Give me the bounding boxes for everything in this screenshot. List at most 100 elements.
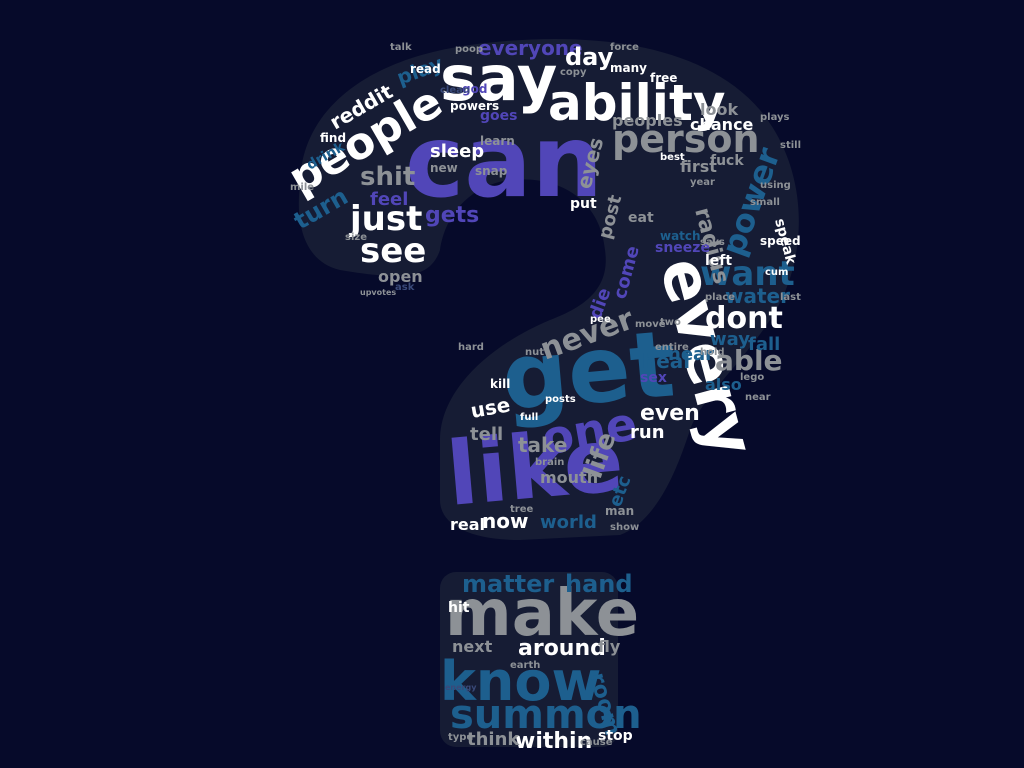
word-9: know	[440, 650, 601, 713]
word-103: near	[745, 392, 771, 403]
word-122: upvotes	[360, 288, 396, 297]
word-93: still	[780, 140, 801, 151]
word-63: free	[650, 71, 677, 85]
word-38: tell	[470, 424, 503, 445]
word-21: hand	[565, 570, 633, 598]
word-111: cause	[580, 737, 613, 748]
word-10: summon	[450, 692, 642, 738]
question-mark-shape	[298, 38, 799, 540]
word-114: entire	[655, 342, 689, 353]
word-98: last	[780, 292, 801, 303]
word-113: hold	[700, 347, 725, 358]
word-12: just	[348, 199, 422, 239]
word-102: lego	[740, 372, 764, 383]
word-58: fly	[598, 637, 621, 656]
word-6: like	[443, 408, 627, 526]
word-28: gets	[425, 203, 479, 228]
word-18: able	[715, 344, 783, 377]
word-52: left	[705, 253, 732, 269]
words-layer: cansayabilitypeopleeverygetlikeonemakekn…	[280, 36, 801, 754]
word-91: cum	[765, 267, 788, 278]
word-119: snap	[475, 164, 508, 178]
word-40: even	[640, 401, 700, 426]
word-61: stop	[598, 728, 633, 744]
word-120: learn	[480, 134, 515, 148]
word-80: god	[462, 82, 487, 96]
word-123: talk	[390, 42, 412, 53]
word-62: many	[610, 61, 647, 75]
word-96: copy	[560, 67, 587, 78]
word-13: see	[360, 231, 426, 271]
word-65: goes	[480, 108, 517, 124]
word-15: want	[700, 254, 795, 294]
word-79: find	[320, 131, 346, 145]
word-84: brain	[535, 457, 564, 468]
word-87: move	[635, 319, 666, 330]
word-47: world	[540, 512, 597, 533]
word-43: fall	[748, 334, 780, 355]
word-44: also	[705, 375, 742, 394]
word-64: read	[410, 62, 441, 76]
word-41: run	[630, 422, 665, 443]
word-29: everyone	[478, 36, 583, 60]
word-106: show	[610, 522, 639, 533]
word-59: next	[452, 637, 493, 656]
word-53: look	[700, 100, 738, 119]
word-2: ability	[548, 74, 725, 132]
word-116: nut	[525, 347, 544, 358]
word-8: make	[445, 577, 639, 651]
word-88: best	[660, 152, 685, 163]
question-mark-dot	[440, 572, 618, 747]
word-72: mouth	[540, 468, 598, 487]
word-109: earth	[510, 660, 540, 671]
word-95: poop	[455, 44, 483, 55]
word-56: peoples	[612, 111, 683, 130]
word-73: sex	[640, 370, 667, 386]
word-99: watch	[660, 229, 701, 243]
word-24: within	[515, 729, 592, 754]
word-81: clean	[440, 85, 470, 96]
word-60: hit	[448, 600, 470, 616]
word-115: year	[690, 177, 715, 188]
word-94: ask	[395, 282, 415, 293]
word-76: put	[570, 196, 597, 212]
word-16: dont	[705, 301, 783, 336]
word-110: type	[448, 732, 473, 743]
word-33: sleep	[430, 141, 484, 162]
word-82: new	[430, 161, 458, 175]
word-46: now	[482, 509, 528, 533]
word-117: small	[750, 197, 780, 208]
word-49: open	[378, 267, 423, 286]
word-11: person	[612, 117, 760, 161]
word-101: place	[705, 292, 735, 303]
word-22: around	[518, 636, 606, 661]
word-55: first	[680, 157, 717, 176]
word-105: full	[520, 412, 538, 423]
word-108: tree	[510, 504, 533, 515]
word-104: posts	[545, 394, 576, 405]
word-42: heal	[642, 349, 690, 373]
word-25: think	[467, 729, 520, 750]
word-5: get	[498, 310, 679, 432]
word-66: sneeze	[655, 240, 710, 256]
word-121: size	[345, 232, 367, 243]
word-92: says	[700, 237, 725, 248]
word-36: water	[725, 284, 790, 308]
word-57: way	[710, 329, 750, 350]
word-85: two	[660, 317, 681, 328]
word-54: chance	[690, 115, 754, 134]
word-100: hard	[458, 342, 484, 353]
word-86: pee	[590, 314, 611, 325]
word-30: day	[565, 43, 614, 71]
word-39: take	[518, 433, 567, 457]
word-26: shit	[360, 162, 415, 192]
word-45: real	[450, 515, 485, 534]
word-83: kill	[490, 377, 510, 391]
word-74: hear	[668, 344, 714, 365]
word-118: plays	[760, 112, 790, 123]
word-89: using	[760, 180, 791, 191]
word-0: can	[405, 103, 603, 220]
word-68: speed	[760, 234, 801, 248]
